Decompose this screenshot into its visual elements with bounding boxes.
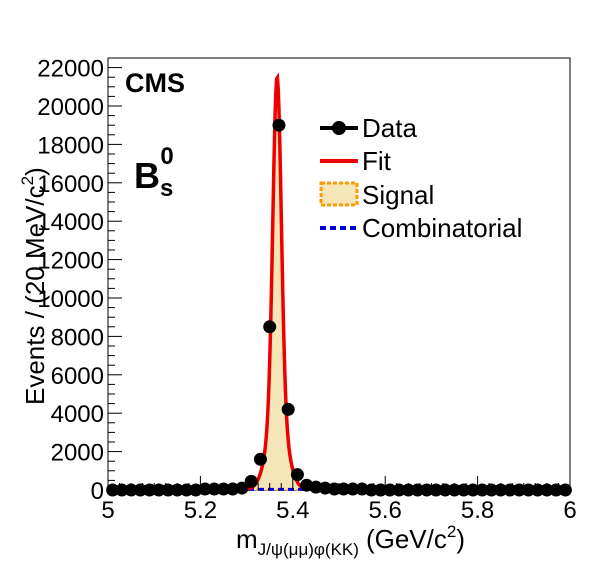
data-point: [180, 483, 194, 497]
y-tick-label: 16000: [37, 171, 104, 198]
data-point: [475, 483, 489, 497]
y-tick-label: 0: [91, 478, 104, 505]
x-axis-title: mJ/ψ(μμ)φ(KK) (GeV/c2): [236, 522, 465, 559]
experiment-label: CMS: [125, 68, 185, 98]
x-axis-title-main: m: [236, 524, 258, 554]
data-point: [152, 483, 166, 497]
y-tick-label: 8000: [51, 324, 104, 351]
y-tick-label: 20000: [37, 94, 104, 121]
data-point: [374, 483, 388, 497]
y-tick-label: 12000: [37, 248, 104, 275]
data-point: [438, 483, 452, 497]
data-point: [392, 483, 406, 497]
data-point: [337, 482, 351, 496]
data-point: [143, 483, 157, 497]
data-point: [198, 482, 212, 496]
signal-component: [108, 75, 570, 491]
x-axis-title-subscript: J/ψ(μμ)φ(KK): [258, 540, 359, 559]
particle-subscript: s: [160, 175, 173, 202]
x-tick-label: 6: [563, 497, 576, 524]
data-point: [521, 483, 535, 497]
y-tick-label: 22000: [37, 56, 104, 83]
legend-signal-label: Signal: [362, 180, 434, 210]
x-axis-title-unit: (GeV/c: [366, 524, 447, 554]
x-axis-title-unit-end: ): [456, 524, 465, 554]
y-tick-label: 14000: [37, 209, 104, 236]
data-point: [383, 483, 397, 497]
data-point: [290, 468, 304, 482]
x-tick-label: 5.4: [276, 497, 309, 524]
data-point: [531, 483, 545, 497]
fit-curve: [108, 72, 570, 492]
legend-signal-box: [319, 181, 359, 207]
data-point: [346, 482, 360, 496]
legend-data-marker: [332, 121, 346, 135]
x-tick-label: 5.6: [369, 497, 402, 524]
data-point: [263, 320, 277, 334]
data-point: [253, 452, 267, 466]
y-axis-title: Events / (20 MeV/c2): [18, 167, 50, 405]
y-axis-title-end: ): [20, 167, 50, 176]
data-point: [512, 483, 526, 497]
y-tick-label: 18000: [37, 132, 104, 159]
y-tick-label: 6000: [51, 363, 104, 390]
data-point: [558, 483, 572, 497]
particle-superscript: 0: [160, 143, 173, 170]
legend-combinatorial-label: Combinatorial: [362, 213, 522, 243]
legend-data-label: Data: [362, 113, 417, 143]
data-point: [244, 474, 258, 488]
legend: Data Fit Signal Combinatorial: [319, 113, 522, 243]
data-point: [161, 483, 175, 497]
y-tick-label: 4000: [51, 401, 104, 428]
data-point: [420, 483, 434, 497]
data-point: [466, 483, 480, 497]
legend-fit-label: Fit: [362, 146, 392, 176]
x-tick-label: 5.8: [461, 497, 494, 524]
data-point: [281, 402, 295, 416]
data-point: [272, 118, 286, 132]
data-point: [235, 481, 249, 495]
data-point: [364, 483, 378, 497]
particle-symbol: B: [134, 155, 160, 196]
data-point: [503, 483, 517, 497]
x-tick-label: 5.2: [184, 497, 217, 524]
data-point: [411, 483, 425, 497]
data-point: [549, 483, 563, 497]
y-tick-label: 10000: [37, 286, 104, 313]
y-tick-label: 2000: [51, 440, 104, 467]
x-axis-title-unit-sup: 2: [447, 522, 456, 541]
data-point: [207, 482, 221, 496]
y-axis-title-main: Events / (20 MeV/c: [20, 185, 50, 405]
data-point: [327, 482, 341, 496]
particle-label: Bs 0: [134, 143, 174, 202]
data-point: [457, 483, 471, 497]
x-tick-label: 5: [101, 497, 114, 524]
y-axis-title-sup: 2: [18, 176, 37, 185]
data-point: [133, 483, 147, 497]
data-point: [484, 483, 498, 497]
data-point: [429, 483, 443, 497]
